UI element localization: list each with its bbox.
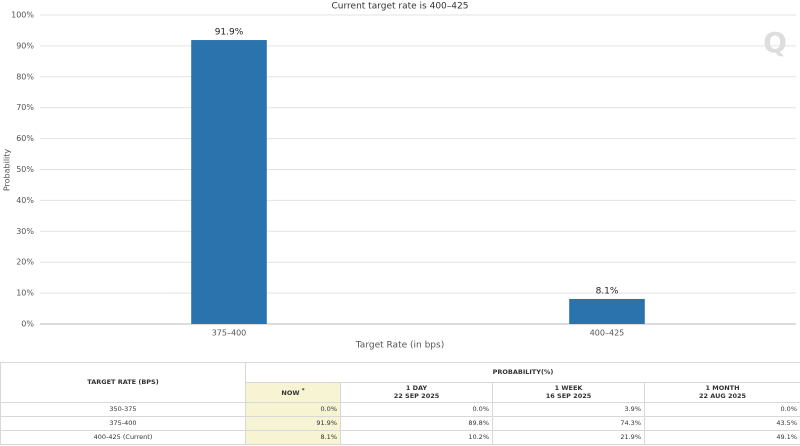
row-header: TARGET RATE (BPS) <box>0 362 246 403</box>
group-header: PROBABILITY(%) <box>245 362 800 383</box>
y-tick-label: 10% <box>16 289 34 298</box>
probability-cell: 0.0% <box>644 402 800 417</box>
probability-cell: 91.9% <box>245 416 341 431</box>
x-axis-label: Target Rate (in bps) <box>355 341 444 351</box>
probability-cell: 10.2% <box>340 430 493 445</box>
value-label: 91.9% <box>215 28 244 38</box>
column-date: 22 AUG 2025 <box>698 391 747 400</box>
probability-cell: 21.9% <box>492 430 645 445</box>
column-label: 1 MONTH <box>705 384 740 393</box>
probability-cell: 3.9% <box>492 402 645 417</box>
value-label: 8.1% <box>596 286 619 296</box>
probability-cell: 43.5% <box>644 416 800 431</box>
probability-cell: 8.1% <box>245 430 341 445</box>
y-tick-label: 60% <box>16 134 34 143</box>
column-header: 1 WEEK 16 SEP 2025 <box>492 382 645 403</box>
y-tick-label: 0% <box>21 320 34 329</box>
table-row: 375-400 91.9% 89.8% 74.3% 43.5% <box>0 416 800 431</box>
x-tick-label: 400–425 <box>590 329 625 338</box>
y-tick-label: 20% <box>16 258 34 267</box>
bar <box>569 298 645 324</box>
column-label: 1 DAY <box>405 384 428 393</box>
column-header: NOW * <box>245 382 341 403</box>
y-tick-label: 90% <box>16 41 34 50</box>
x-tick-label: 375–400 <box>212 329 247 338</box>
y-tick-label: 50% <box>16 165 34 174</box>
column-date: 22 SEP 2025 <box>393 391 440 400</box>
column-date: 16 SEP 2025 <box>545 391 592 400</box>
probability-cell: 0.0% <box>245 402 341 417</box>
column-label: 1 WEEK <box>554 384 583 393</box>
row-label: 375-400 <box>0 416 246 431</box>
column-header: 1 DAY 22 SEP 2025 <box>340 382 493 403</box>
chart: Current target rate is 400–425 Q Target … <box>3 2 796 351</box>
table-row: 400-425 (Current) 8.1% 10.2% 21.9% 49.1% <box>0 430 800 445</box>
probability-table: TARGET RATE (BPS) PROBABILITY(%) NOW * 1… <box>0 362 800 445</box>
y-tick-label: 80% <box>16 72 34 81</box>
row-label: 350-375 <box>0 402 246 417</box>
probability-cell: 89.8% <box>340 416 493 431</box>
chart-title: Current target rate is 400–425 <box>332 2 469 12</box>
y-tick-label: 100% <box>11 11 34 20</box>
y-tick-label: 40% <box>16 196 34 205</box>
y-tick-label: 70% <box>16 103 34 112</box>
column-note: * <box>301 387 305 394</box>
y-axis-label: Probability <box>3 149 12 192</box>
table-row: 350-375 0.0% 0.0% 3.9% 0.0% <box>0 402 800 417</box>
probability-cell: 0.0% <box>340 402 493 417</box>
probability-cell: 74.3% <box>492 416 645 431</box>
column-label: NOW <box>281 388 300 397</box>
bar <box>191 40 267 325</box>
y-tick-label: 30% <box>16 227 34 236</box>
logo: Q <box>763 26 787 59</box>
row-label: 400-425 (Current) <box>0 430 246 445</box>
probability-cell: 49.1% <box>644 430 800 445</box>
column-header: 1 MONTH 22 AUG 2025 <box>644 382 800 403</box>
